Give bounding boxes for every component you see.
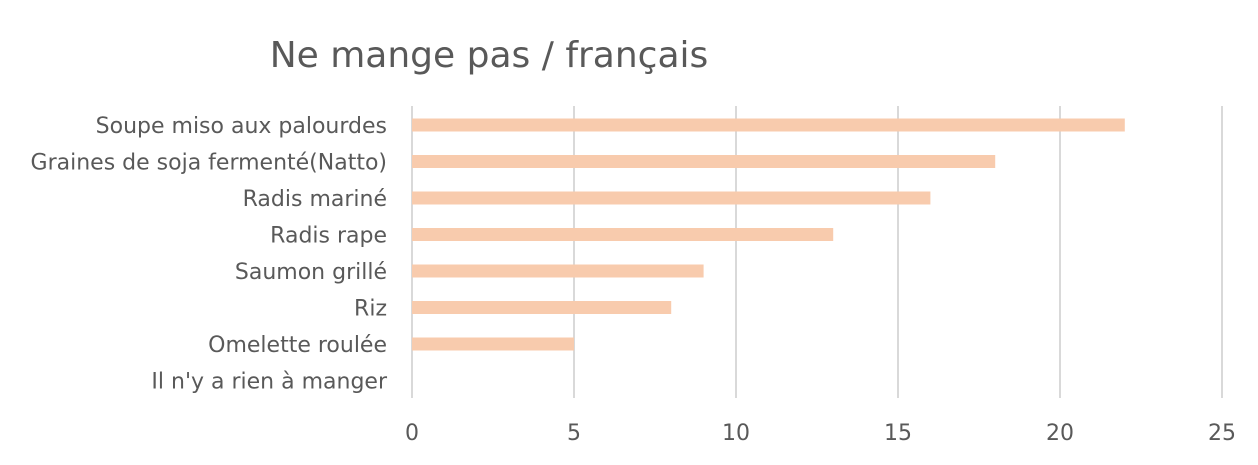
x-tick-label: 20 — [1046, 421, 1074, 446]
category-label: Graines de soja fermenté(Natto) — [31, 151, 387, 176]
category-label: Saumon grillé — [235, 260, 387, 285]
category-label: Radis rape — [270, 224, 387, 249]
category-labels: Soupe miso aux palourdes Graines de soja … — [31, 114, 388, 395]
x-tick-label: 10 — [722, 421, 750, 446]
gridlines — [411, 106, 1223, 398]
x-tick-label: 15 — [884, 421, 912, 446]
bar — [412, 191, 931, 205]
x-tick-label: 25 — [1208, 421, 1236, 446]
bar — [412, 228, 834, 241]
category-label: Soupe miso aux palourdes — [96, 114, 387, 139]
x-tick-label: 0 — [405, 421, 419, 446]
bar — [412, 264, 704, 278]
category-label: Radis mariné — [243, 187, 387, 212]
category-label: Omelette roulée — [208, 333, 387, 358]
category-label: Riz — [354, 297, 387, 322]
bars — [412, 118, 1125, 351]
bar — [412, 301, 672, 314]
chart-title: Ne mange pas / français — [270, 35, 709, 76]
x-tick-labels: 0 5 10 15 20 25 — [405, 421, 1236, 446]
bar — [412, 155, 996, 168]
bar — [412, 337, 574, 351]
category-label: Il n'y a rien à manger — [151, 370, 388, 395]
x-tick-label: 5 — [567, 421, 581, 446]
bar — [412, 118, 1125, 132]
